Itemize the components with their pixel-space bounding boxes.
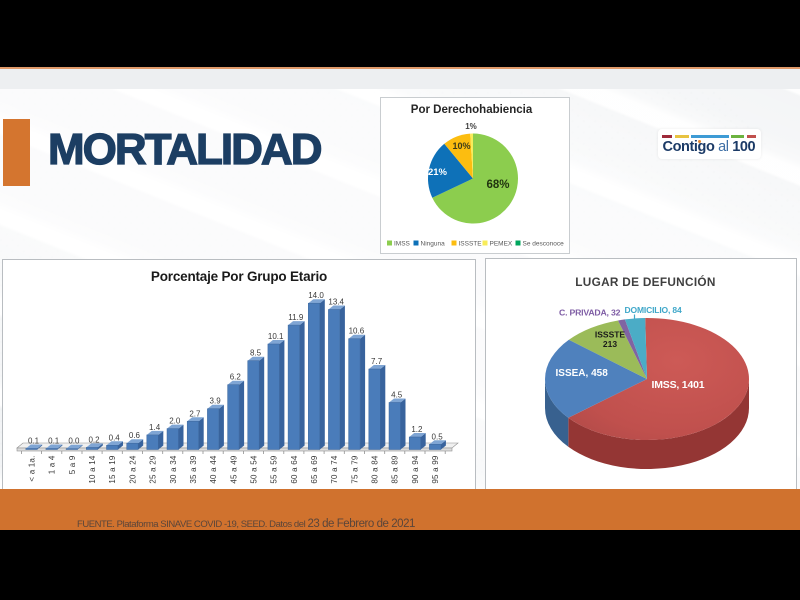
svg-text:ISSEA, 458: ISSEA, 458 bbox=[556, 368, 609, 379]
svg-text:4.5: 4.5 bbox=[391, 391, 403, 400]
svg-text:0.1: 0.1 bbox=[48, 437, 60, 446]
svg-text:90 a 94: 90 a 94 bbox=[411, 455, 420, 483]
svg-text:14.0: 14.0 bbox=[308, 291, 324, 300]
svg-text:< a 1a.: < a 1a. bbox=[28, 456, 37, 482]
svg-text:25 a 29: 25 a 29 bbox=[149, 455, 158, 483]
svg-text:0.5: 0.5 bbox=[432, 432, 444, 441]
svg-text:85 a 89: 85 a 89 bbox=[391, 455, 400, 483]
svg-text:0.6: 0.6 bbox=[129, 431, 141, 440]
svg-text:3.9: 3.9 bbox=[210, 397, 222, 406]
svg-text:213: 213 bbox=[603, 339, 617, 349]
svg-text:1 a 4: 1 a 4 bbox=[48, 455, 57, 474]
svg-text:ISSSTE: ISSSTE bbox=[595, 330, 626, 340]
svg-text:7.7: 7.7 bbox=[371, 357, 383, 366]
svg-text:0.1: 0.1 bbox=[28, 437, 40, 446]
svg-text:10 a 14: 10 a 14 bbox=[88, 455, 97, 483]
svg-text:DOMICILIO, 84: DOMICILIO, 84 bbox=[625, 305, 683, 315]
svg-text:60 a 64: 60 a 64 bbox=[290, 455, 299, 483]
svg-text:Se desconoce: Se desconoce bbox=[523, 241, 565, 248]
svg-text:95 a 99: 95 a 99 bbox=[431, 455, 440, 483]
svg-text:0.4: 0.4 bbox=[109, 433, 121, 442]
svg-text:2.7: 2.7 bbox=[189, 409, 201, 418]
svg-text:C. PRIVADA, 32: C. PRIVADA, 32 bbox=[559, 308, 621, 318]
svg-text:PEMEX: PEMEX bbox=[490, 241, 513, 248]
svg-text:1%: 1% bbox=[465, 122, 477, 131]
svg-text:2.0: 2.0 bbox=[169, 417, 181, 426]
svg-text:Ninguna: Ninguna bbox=[421, 241, 446, 248]
svg-text:65 a 69: 65 a 69 bbox=[310, 455, 319, 483]
svg-text:ISSSTE: ISSSTE bbox=[459, 241, 483, 248]
svg-text:IMSS: IMSS bbox=[394, 241, 411, 248]
svg-text:13.4: 13.4 bbox=[328, 298, 344, 307]
svg-text:30 a 34: 30 a 34 bbox=[169, 455, 178, 483]
svg-text:80 a 84: 80 a 84 bbox=[371, 455, 380, 483]
svg-text:0.0: 0.0 bbox=[68, 437, 80, 446]
svg-text:10.1: 10.1 bbox=[268, 332, 284, 341]
svg-text:0.2: 0.2 bbox=[88, 435, 100, 444]
svg-text:IMSS, 1401: IMSS, 1401 bbox=[652, 379, 705, 391]
svg-text:75 a 79: 75 a 79 bbox=[350, 455, 359, 483]
svg-text:8.5: 8.5 bbox=[250, 349, 262, 358]
svg-text:5 a 9: 5 a 9 bbox=[68, 455, 77, 474]
svg-text:35 a 39: 35 a 39 bbox=[189, 455, 198, 483]
svg-text:15 a 19: 15 a 19 bbox=[108, 455, 117, 483]
svg-text:6.2: 6.2 bbox=[230, 373, 242, 382]
svg-text:40 a 44: 40 a 44 bbox=[209, 455, 218, 483]
svg-text:70 a 74: 70 a 74 bbox=[330, 455, 339, 483]
svg-text:50 a 54: 50 a 54 bbox=[250, 455, 259, 483]
svg-text:55 a 59: 55 a 59 bbox=[270, 455, 279, 483]
svg-text:1.2: 1.2 bbox=[411, 425, 423, 434]
svg-text:68%: 68% bbox=[486, 179, 509, 191]
svg-text:20 a 24: 20 a 24 bbox=[128, 455, 137, 483]
svg-text:45 a 49: 45 a 49 bbox=[229, 455, 238, 483]
svg-text:1.4: 1.4 bbox=[149, 423, 161, 432]
svg-text:10.6: 10.6 bbox=[349, 327, 365, 336]
svg-text:10%: 10% bbox=[452, 141, 470, 151]
svg-text:21%: 21% bbox=[428, 167, 448, 178]
svg-text:11.9: 11.9 bbox=[288, 313, 304, 322]
